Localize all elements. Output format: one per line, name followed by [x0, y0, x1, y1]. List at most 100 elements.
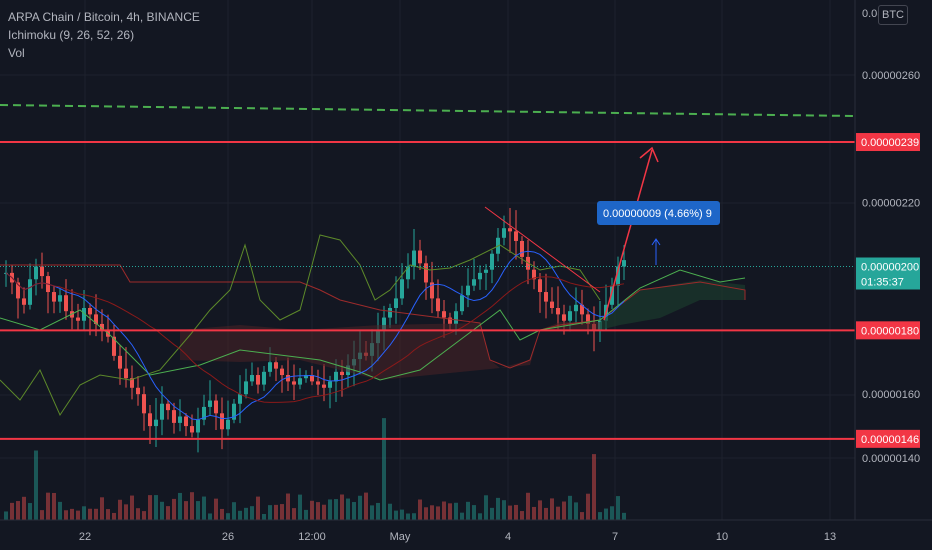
volume-bar — [172, 498, 176, 520]
volume-bar — [514, 504, 518, 520]
candle-body — [448, 317, 452, 324]
volume-bar — [124, 504, 128, 520]
volume-bar — [184, 501, 188, 520]
candle-body — [16, 282, 20, 299]
volume-bar — [16, 501, 20, 520]
volume-bar — [370, 505, 374, 520]
candle-body — [430, 282, 434, 299]
x-tick-label: 26 — [222, 531, 234, 543]
volume-bar — [520, 511, 524, 520]
candle-body — [100, 323, 104, 331]
x-tick-label: 10 — [716, 531, 728, 543]
ichimoku-indicator-label[interactable]: Ichimoku (9, 26, 52, 26) — [8, 28, 135, 42]
candle-body — [136, 387, 140, 395]
volume-bar — [562, 501, 566, 520]
volume-bar — [322, 504, 326, 520]
volume-bar — [454, 502, 458, 520]
volume-bar — [10, 502, 14, 520]
y-tick-label: 0.00000140 — [862, 453, 920, 465]
price-level-tag — [856, 133, 920, 152]
volume-bar — [532, 506, 536, 520]
candle-body — [400, 279, 404, 299]
candle-body — [412, 250, 416, 267]
candle-body — [340, 371, 344, 376]
candle-body — [568, 311, 572, 321]
volume-bar — [94, 508, 98, 520]
currency-badge[interactable]: BTC — [878, 5, 908, 25]
measure-tooltip: 0.00000009 (4.66%) 9 — [597, 201, 720, 225]
volume-bar — [568, 495, 572, 520]
candle-body — [322, 384, 326, 388]
candle-body — [244, 381, 248, 395]
volume-bar — [466, 501, 470, 520]
volume-bar — [40, 510, 44, 520]
candle-body — [238, 394, 242, 404]
volume-bar — [250, 506, 254, 520]
volume-bar — [610, 506, 614, 520]
volume-bar — [268, 505, 272, 520]
volume-bar — [430, 505, 434, 520]
candle-body — [118, 355, 122, 369]
volume-bar — [490, 507, 494, 520]
x-tick-label: 22 — [79, 531, 91, 543]
candle-body — [508, 228, 512, 232]
volume-bar — [274, 504, 278, 520]
volume-indicator-label[interactable]: Vol — [8, 46, 25, 60]
kijun-sen — [5, 272, 625, 403]
candle-body — [394, 298, 398, 308]
volume-bar — [502, 500, 506, 520]
measure-arrow-head — [651, 238, 661, 246]
volume-bar — [376, 502, 380, 520]
volume-bar — [4, 511, 8, 520]
candles-layer — [4, 208, 626, 453]
volume-bar — [418, 499, 422, 520]
candle-body — [502, 228, 506, 238]
candle-body — [514, 231, 518, 241]
candle-body — [172, 410, 176, 423]
candle-body — [154, 419, 158, 427]
volume-bar — [52, 492, 56, 520]
volume-bar — [586, 493, 590, 520]
candle-body — [262, 371, 266, 385]
candle-body — [532, 269, 536, 280]
candle-body — [274, 362, 278, 369]
projection-arrow-line — [603, 149, 653, 321]
volume-bar — [208, 513, 212, 520]
volume-bar — [76, 510, 80, 520]
candle-body — [226, 419, 230, 430]
volume-bar — [388, 503, 392, 520]
price-level-tag — [856, 429, 920, 448]
volume-bar — [544, 507, 548, 520]
candle-body — [406, 266, 410, 280]
candle-body — [148, 413, 152, 427]
symbol-title[interactable]: ARPA Chain / Bitcoin, 4h, BINANCE — [8, 10, 200, 24]
x-tick-label: 7 — [612, 531, 618, 543]
volume-bar — [580, 512, 584, 520]
candle-body — [586, 314, 590, 324]
candle-body — [328, 381, 332, 388]
volume-bar — [46, 492, 50, 520]
candle-body — [334, 371, 338, 382]
measure-tooltip-bg — [597, 201, 720, 225]
volume-bar — [460, 512, 464, 520]
candle-body — [424, 263, 428, 283]
candle-body — [28, 279, 32, 305]
volume-bar — [298, 494, 302, 520]
y-tick-label: 0.00000160 — [862, 389, 920, 401]
candle-body — [562, 314, 566, 321]
candle-body — [304, 375, 308, 379]
volume-bar — [112, 512, 116, 520]
candle-body — [166, 403, 170, 411]
volume-bar — [286, 493, 290, 520]
volume-bar — [280, 504, 284, 520]
volume-bar — [82, 506, 86, 520]
volume-bar — [346, 498, 350, 520]
volume-bar — [226, 513, 230, 520]
candle-body — [418, 250, 422, 264]
candle-body — [574, 304, 578, 312]
candle-body — [310, 375, 314, 382]
volume-bar — [478, 513, 482, 520]
candle-body — [460, 295, 464, 312]
candle-body — [610, 285, 614, 305]
